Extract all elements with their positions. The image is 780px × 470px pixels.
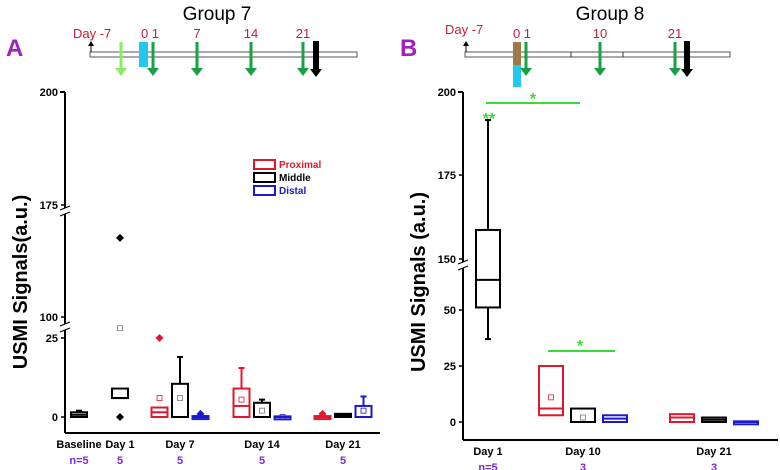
significance-star: * bbox=[577, 338, 584, 355]
box-middle bbox=[111, 387, 129, 400]
endpoint-arrow-head bbox=[310, 69, 322, 77]
panel-label-a: A bbox=[6, 35, 23, 62]
x-tick-label: Day 21 bbox=[325, 439, 360, 451]
timeline-day-label: 0 1 bbox=[513, 26, 531, 41]
panel-label-b: B bbox=[400, 35, 417, 62]
timeline-day-label: 14 bbox=[244, 26, 258, 41]
mean-marker bbox=[259, 407, 265, 414]
endpoint-arrow-head bbox=[681, 69, 693, 77]
outlier-marker bbox=[318, 409, 327, 418]
day-minus7-arrow-head bbox=[463, 41, 469, 46]
timeline-day-label: 21 bbox=[668, 26, 682, 41]
outlier-marker bbox=[116, 413, 124, 421]
timeline-day-label: 0 1 bbox=[141, 26, 159, 41]
mean-marker bbox=[117, 325, 123, 332]
y-tick-label: 0 bbox=[52, 412, 58, 424]
title-b: Group 8 bbox=[576, 4, 645, 25]
x-tick-label: Day 14 bbox=[244, 439, 280, 451]
mean-marker bbox=[580, 414, 586, 421]
x-tick-label: Day 21 bbox=[696, 446, 731, 458]
axis-break-mark bbox=[59, 327, 71, 333]
box-proximal bbox=[538, 365, 564, 417]
sample-size-label: 3 bbox=[711, 462, 717, 470]
imaging-arrow-head bbox=[594, 68, 606, 76]
mean-marker bbox=[279, 414, 286, 420]
legend: Proximal Middle Distal bbox=[253, 159, 321, 197]
y-tick-label: 200 bbox=[438, 87, 456, 99]
axis-break-mark bbox=[59, 211, 71, 217]
legend-distal: Distal bbox=[279, 186, 306, 197]
legend-proximal: Proximal bbox=[279, 160, 321, 171]
timeline-day-label: 21 bbox=[296, 26, 310, 41]
mean-marker bbox=[548, 394, 554, 401]
x-tick-label: Day 1 bbox=[105, 439, 134, 451]
timeline-day-label: 10 bbox=[593, 26, 607, 41]
y-tick-label: 25 bbox=[46, 333, 58, 345]
y-tick-label: 175 bbox=[438, 170, 456, 182]
x-tick-label: Day 7 bbox=[165, 439, 194, 451]
injection-marker bbox=[139, 42, 148, 67]
outlier-marker bbox=[155, 334, 164, 342]
box-proximal bbox=[232, 387, 251, 418]
box-middle bbox=[475, 228, 501, 309]
y-tick-label: 0 bbox=[450, 417, 456, 429]
axis-break-gap bbox=[61, 208, 69, 214]
y-tick-label: 175 bbox=[40, 200, 58, 212]
outlier-marker bbox=[196, 409, 205, 418]
sample-size-label: 5 bbox=[177, 455, 183, 467]
sample-size-label: 5 bbox=[117, 455, 123, 467]
legend-swatch-distal bbox=[253, 185, 276, 196]
mean-marker bbox=[156, 395, 163, 401]
timeline-start-label: Day -7 bbox=[73, 26, 111, 41]
y-tick-label: 200 bbox=[40, 87, 58, 99]
axis-break-mark bbox=[59, 321, 71, 327]
mean-marker bbox=[238, 396, 245, 403]
x-tick-label: Day 10 bbox=[565, 446, 600, 458]
sample-size-label: 3 bbox=[580, 462, 586, 470]
x-tick-label: Day 1 bbox=[473, 446, 502, 458]
axis-break-gap bbox=[459, 262, 467, 268]
significance-star: ** bbox=[483, 111, 496, 128]
timeline-day-label: 7 bbox=[193, 26, 200, 41]
axis-break-mark bbox=[457, 259, 469, 265]
sample-size-label: n=5 bbox=[478, 462, 497, 470]
y-tick-label: 100 bbox=[40, 312, 58, 324]
sample-size-label: n=5 bbox=[69, 455, 88, 467]
title-a: Group 7 bbox=[183, 4, 252, 25]
imaging-arrow-head bbox=[191, 68, 203, 76]
axis-break-mark bbox=[59, 205, 71, 211]
day-minus7-arrow-head bbox=[88, 41, 94, 46]
ylabel-a: USMI Signals(a.u.) bbox=[10, 195, 32, 369]
box-middle bbox=[253, 401, 271, 418]
y-tick-label: 50 bbox=[444, 305, 456, 317]
outlier-marker bbox=[116, 233, 124, 242]
imaging-arrow-head bbox=[520, 68, 532, 76]
mean-marker bbox=[177, 395, 183, 401]
treatment-marker bbox=[513, 42, 521, 65]
box-distal bbox=[354, 404, 373, 419]
y-tick-label: 150 bbox=[438, 254, 456, 266]
legend-swatch-proximal bbox=[253, 159, 276, 170]
legend-middle: Middle bbox=[279, 173, 311, 184]
timeline-start-label: Day -7 bbox=[445, 22, 483, 37]
ylabel-b: USMI Signals (a.u.) bbox=[408, 192, 430, 372]
imaging-arrow-head bbox=[245, 68, 257, 76]
y-tick-label: 25 bbox=[444, 361, 456, 373]
pre-treatment-arrow-head bbox=[115, 68, 127, 76]
sample-size-label: 5 bbox=[259, 455, 265, 467]
imaging-arrow-head bbox=[669, 68, 681, 76]
axis-break-mark bbox=[457, 265, 469, 271]
imaging-arrow-head bbox=[297, 68, 309, 76]
injection-marker bbox=[513, 65, 521, 87]
significance-star: * bbox=[530, 91, 537, 108]
mean-marker bbox=[360, 407, 367, 414]
axis-break-gap bbox=[61, 324, 69, 330]
imaging-arrow-head bbox=[147, 68, 159, 76]
legend-swatch-middle bbox=[253, 172, 276, 183]
sample-size-label: 5 bbox=[340, 455, 346, 467]
timeline-bar-b bbox=[464, 51, 731, 58]
timeline-bar-a bbox=[89, 51, 358, 58]
x-tick-label: Baseline bbox=[56, 439, 101, 451]
